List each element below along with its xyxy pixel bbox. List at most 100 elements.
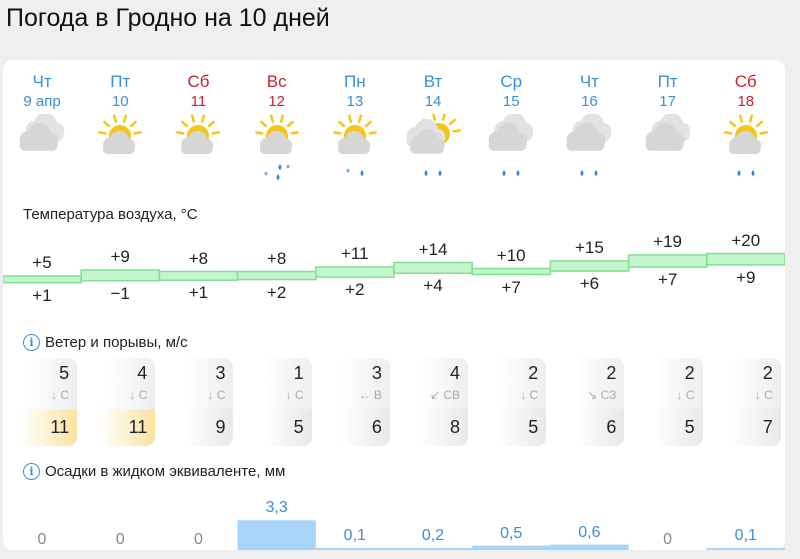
- day-of-week: Чт: [579, 72, 599, 91]
- wind-gust: 7: [710, 409, 781, 446]
- wind-direction: ↓ С: [754, 388, 773, 402]
- precip-value: 0,2: [421, 527, 445, 544]
- wind-gust: 6: [319, 409, 390, 446]
- wind-card[interactable]: 1 ↓ С 5: [241, 358, 312, 446]
- temp-range-bar: [471, 267, 552, 276]
- cloudy-rain-icon: [472, 110, 550, 180]
- day-column[interactable]: Вс 12 * *: [238, 60, 316, 182]
- day-column[interactable]: Вт 14: [394, 60, 472, 180]
- day-of-week: Сб: [187, 72, 210, 91]
- wind-direction: ↓ С: [207, 388, 226, 402]
- day-column[interactable]: Сб 11: [159, 60, 237, 180]
- wind-label: Ветер и порывы, м/с: [45, 334, 188, 351]
- day-column[interactable]: Сб 18: [707, 60, 785, 180]
- svg-text:*: *: [285, 163, 290, 175]
- wind-speed: 2: [606, 363, 617, 383]
- cloudy-icon: [629, 110, 707, 180]
- partly-cloudy-sleet-icon: *: [316, 110, 394, 180]
- temp-label: Температура воздуха, °C: [23, 206, 198, 223]
- day-date: 18: [737, 93, 755, 110]
- wind-card[interactable]: 2 ↓ С 7: [710, 358, 781, 446]
- wind-speed: 2: [684, 363, 695, 383]
- wind-speed: 4: [450, 363, 461, 383]
- wind-card[interactable]: 5 ↓ С 11: [7, 358, 78, 446]
- gust-value: 11: [128, 417, 148, 437]
- precip-value: 0,5: [500, 524, 523, 542]
- wind-section-title: i Ветер и порывы, м/с: [23, 334, 188, 351]
- partly-cloudy-icon: [159, 110, 237, 180]
- precip-value: 0: [193, 531, 203, 548]
- wind-card[interactable]: 4 ↓ С 11: [85, 358, 156, 446]
- forecast-panel: Чт 9 апр Пт 10 Сб 11 Вс 12 * * Пн 13 * Вт…: [3, 60, 785, 550]
- wind-direction: ↓ С: [51, 388, 70, 402]
- info-icon[interactable]: i: [23, 334, 40, 351]
- day-date: 17: [659, 93, 676, 110]
- temp-range-bar: [158, 270, 239, 281]
- wind-card[interactable]: 3 ↓ С 9: [163, 358, 234, 446]
- day-column[interactable]: Пн 13 *: [316, 60, 394, 180]
- temp-range-bar: [315, 266, 395, 278]
- wind-gust: 6: [554, 409, 625, 446]
- wind-cards: 5 ↓ С 11 4 ↓ С 11 3 ↓ С 9 1 ↓ С 5 3 ← В …: [3, 358, 785, 446]
- temp-high: +15: [574, 238, 604, 257]
- temp-low: +1: [188, 283, 209, 303]
- day-date: 14: [424, 93, 442, 110]
- gust-value: 5: [293, 417, 304, 437]
- wind-card[interactable]: 2 ↓ С 5: [632, 358, 703, 446]
- day-of-week: Сб: [734, 72, 757, 91]
- day-of-week: Чт: [32, 72, 52, 91]
- precip-value: 0: [115, 531, 125, 548]
- precip-chart: [237, 520, 785, 550]
- svg-text:*: *: [263, 170, 268, 182]
- temp-high: +8: [188, 248, 209, 268]
- wind-direction: ↓ С: [129, 388, 148, 402]
- temp-range-bar: [549, 260, 630, 272]
- wind-direction: ← В: [358, 388, 382, 402]
- gust-value: 7: [762, 417, 773, 437]
- precip-bar: [394, 548, 473, 550]
- partly-cloudy-sleet-icon: * *: [238, 110, 316, 182]
- temp-high: +10: [496, 245, 526, 265]
- temp-low: +1: [32, 285, 52, 305]
- temperature-chart: [3, 252, 785, 284]
- day-column[interactable]: Чт 16: [550, 60, 628, 180]
- wind-gust: 5: [632, 409, 703, 446]
- info-icon[interactable]: i: [23, 463, 40, 480]
- precip-bar: [472, 545, 551, 550]
- wind-speed: 2: [762, 363, 773, 383]
- temp-range-bar: [3, 275, 82, 284]
- cloudy-sun-rain-icon: [394, 110, 472, 180]
- page-title: Погода в Гродно на 10 дней: [6, 4, 330, 32]
- day-column[interactable]: Ср 15: [472, 60, 550, 180]
- wind-card[interactable]: 3 ← В 6: [319, 358, 390, 446]
- precip-value: 3,3: [265, 499, 288, 517]
- day-date: 16: [581, 93, 598, 110]
- precip-label: Осадки в жидком эквиваленте, мм: [45, 463, 286, 480]
- wind-card[interactable]: 2 ↘ СЗ 6: [554, 358, 625, 446]
- temp-range-bar: [80, 269, 161, 282]
- gust-value: 9: [215, 417, 226, 437]
- wind-card[interactable]: 4 ↙ СВ 8: [398, 358, 469, 446]
- temp-low: +6: [579, 274, 600, 294]
- temp-range-bar: [627, 254, 708, 268]
- wind-card[interactable]: 2 ↓ С 5: [476, 358, 547, 446]
- day-of-week: Вт: [423, 72, 443, 91]
- day-column[interactable]: Чт 9 апр: [3, 60, 81, 180]
- precip-bar: [706, 548, 785, 550]
- temp-high: +8: [266, 248, 287, 268]
- temp-low: +2: [345, 280, 365, 300]
- wind-speed: 2: [528, 363, 539, 383]
- precip-value: 0,1: [343, 527, 366, 544]
- gust-value: 6: [371, 417, 382, 437]
- wind-speed: 1: [293, 363, 304, 383]
- partly-cloudy-icon: [81, 110, 159, 180]
- day-column[interactable]: Пт 10: [81, 60, 159, 180]
- precip-value: 0,1: [734, 527, 757, 544]
- precip-bar: [550, 544, 629, 550]
- precip-section-title: i Осадки в жидком эквиваленте, мм: [23, 463, 285, 480]
- day-date: 15: [502, 93, 520, 110]
- day-column[interactable]: Пт 17: [629, 60, 707, 180]
- day-of-week: Вс: [266, 72, 287, 91]
- temp-high: +11: [341, 244, 369, 263]
- temp-range-bar: [236, 270, 317, 281]
